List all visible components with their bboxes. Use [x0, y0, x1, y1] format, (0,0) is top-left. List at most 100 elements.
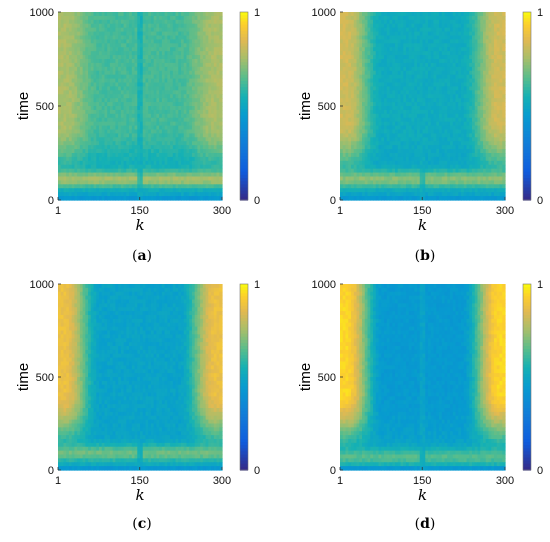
heatmap-cell [101, 117, 106, 123]
heatmap-cell [219, 137, 223, 142]
heatmap-cell [439, 12, 443, 17]
heatmap-cell [496, 47, 501, 52]
heatmap-cell [181, 94, 185, 99]
heatmap-cell [211, 109, 215, 115]
heatmap-cell [491, 39, 495, 44]
heatmap-cell [90, 27, 95, 33]
heatmap-cell [197, 43, 201, 48]
heatmap-cell [60, 15, 65, 21]
heatmap-cell [99, 149, 103, 154]
heatmap-cell [63, 78, 67, 84]
heatmap-cell [381, 15, 385, 21]
heatmap-cell [60, 27, 65, 33]
heatmap-cell [118, 62, 122, 68]
heatmap-cell [134, 23, 138, 29]
heatmap-cell [164, 51, 168, 56]
heatmap-cell [172, 51, 177, 56]
heatmap-cell [107, 164, 111, 170]
heatmap-cell [183, 113, 188, 119]
heatmap-cell [189, 43, 193, 48]
heatmap-cell [156, 184, 160, 189]
heatmap-cell [150, 31, 155, 37]
heatmap-cell [123, 78, 127, 84]
heatmap-cell [364, 51, 369, 56]
heatmap-cell [109, 160, 114, 166]
heatmap-cell [134, 15, 138, 21]
heatmap-cell [66, 145, 70, 150]
heatmap-cell [68, 15, 73, 21]
heatmap-cell [145, 141, 149, 146]
heatmap-cell [101, 82, 106, 88]
heatmap-cell [60, 129, 65, 135]
heatmap-cell [101, 133, 106, 138]
heatmap-cell [131, 164, 136, 170]
heatmap-cell [208, 15, 212, 21]
heatmap-cell [150, 184, 155, 189]
heatmap-cell [145, 86, 149, 91]
heatmap-cell [211, 141, 215, 146]
heatmap-cell [428, 39, 432, 44]
heatmap-cell [455, 27, 459, 33]
heatmap-cell [156, 188, 160, 193]
heatmap-cell [170, 172, 174, 178]
heatmap-cell [142, 196, 147, 201]
heatmap-cell [181, 70, 185, 76]
heatmap-cell [79, 59, 84, 64]
heatmap-cell [104, 62, 108, 68]
x-axis-label: k [135, 216, 144, 234]
heatmap-cell [74, 47, 78, 52]
heatmap-cell [115, 59, 119, 64]
heatmap-cell [447, 35, 451, 41]
heatmap-cell [181, 43, 185, 48]
heatmap-cell [68, 149, 73, 154]
heatmap-cell [153, 145, 157, 150]
heatmap-cell [107, 19, 111, 25]
heatmap-cell [359, 15, 363, 21]
heatmap-cell [120, 113, 125, 119]
heatmap-cell [145, 164, 149, 170]
heatmap-cell [145, 113, 149, 119]
colorbar-segment [240, 40, 248, 44]
heatmap-cell [191, 133, 196, 138]
heatmap-cell [109, 66, 114, 72]
heatmap-cell [502, 47, 506, 52]
heatmap-cell [126, 94, 130, 99]
heatmap-cell [129, 145, 133, 150]
heatmap-cell [60, 188, 65, 193]
heatmap-cell [145, 176, 149, 182]
heatmap-cell [345, 23, 349, 29]
heatmap-cell [120, 35, 125, 41]
heatmap-cell [205, 113, 209, 119]
heatmap-cell [109, 98, 114, 103]
heatmap-cell [167, 149, 171, 154]
heatmap-cell [104, 51, 108, 56]
heatmap-cell [197, 94, 201, 99]
heatmap-cell [178, 74, 182, 80]
heatmap-cell [148, 23, 152, 29]
heatmap-cell [499, 55, 503, 60]
heatmap-cell [353, 12, 358, 17]
heatmap-cell [101, 192, 106, 197]
heatmap-cell [441, 43, 446, 48]
heatmap-cell [181, 160, 185, 166]
heatmap-cell [85, 156, 89, 162]
heatmap-cell [403, 43, 407, 48]
heatmap-cell [384, 31, 388, 37]
heatmap-cell [115, 15, 119, 21]
heatmap-cell [183, 62, 188, 68]
heatmap-cell [101, 109, 106, 115]
heatmap-cell [342, 59, 347, 64]
heatmap-cell [107, 145, 111, 150]
heatmap-cell [189, 164, 193, 170]
heatmap-cell [112, 156, 116, 162]
heatmap-cell [452, 39, 457, 44]
heatmap-cell [63, 47, 67, 52]
colorbar-segment [240, 21, 248, 26]
heatmap-cell [129, 90, 133, 95]
heatmap-cell [194, 94, 198, 99]
heatmap-cell [159, 192, 163, 197]
heatmap-cell [71, 82, 75, 88]
heatmap-cell [480, 31, 484, 37]
heatmap-cell [458, 55, 462, 60]
heatmap-cell [386, 39, 391, 44]
